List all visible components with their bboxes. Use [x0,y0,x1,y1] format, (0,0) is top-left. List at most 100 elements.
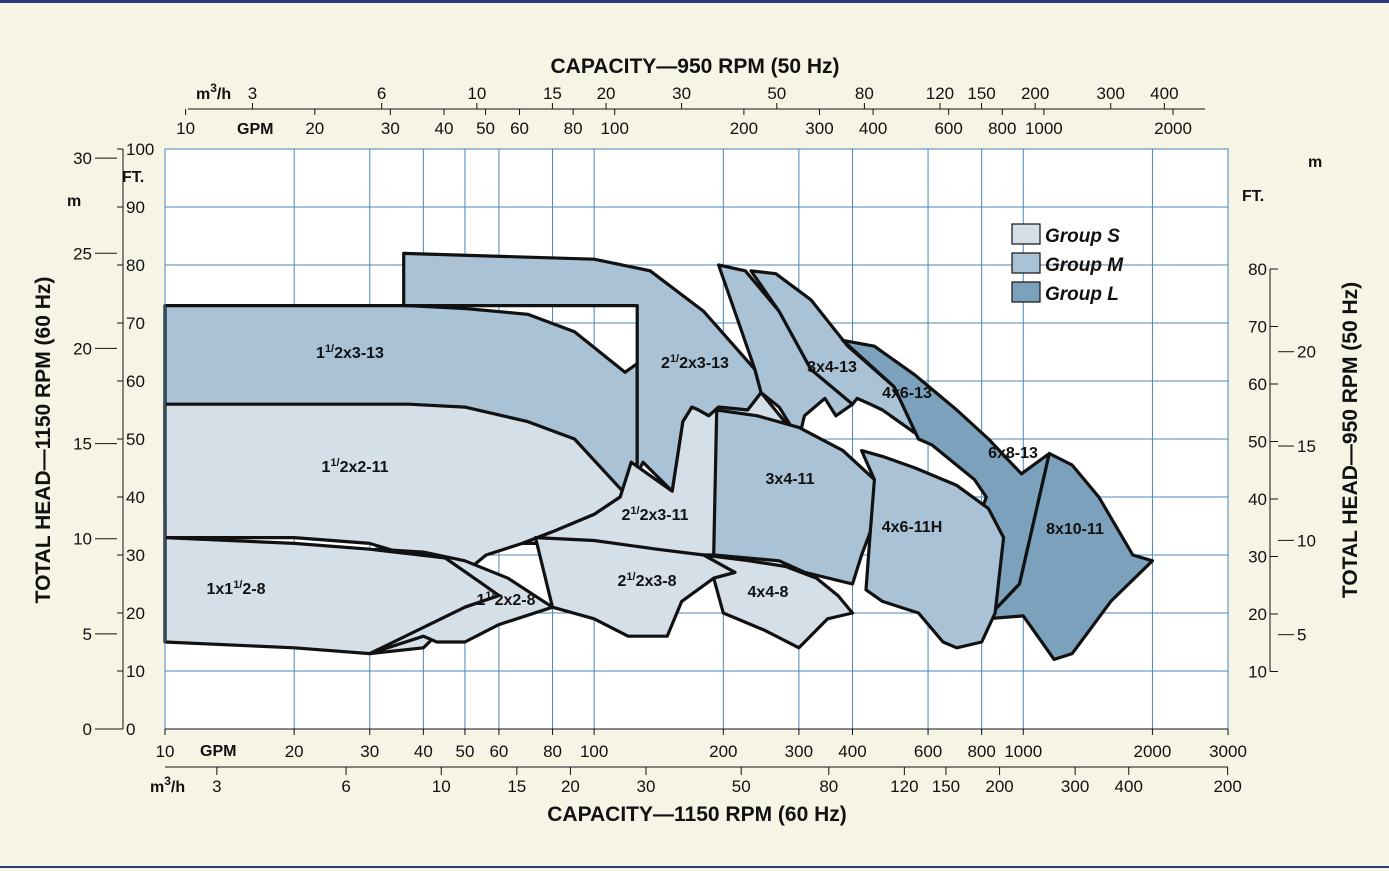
bottom-m3h-tick-label: 120 [890,777,918,796]
left-ft-tick-label: 100 [126,140,154,159]
bottom-gpm-tick-label: 30 [360,742,379,761]
legend-swatch [1011,281,1041,303]
top-m3h-tick-label: 80 [855,84,874,103]
top-m3h-tick-label: 6 [377,84,386,103]
right-ft-tick-label: 10 [1248,663,1267,682]
left-ft-unit: FT. [122,169,144,186]
top-m3h-tick-label: 30 [672,84,691,103]
left-m-unit: m [67,193,81,210]
region-label: 11/2x2-8 [476,590,535,609]
bottom-m3h-tick-label: 400 [1115,777,1143,796]
region-label: 4x4-8 [748,584,789,601]
bottom-m3h-unit: m3/h [150,774,185,796]
top-gpm-tick-label: 10 [176,119,195,138]
right-ft-tick-label: 60 [1248,375,1267,394]
top-gpm-unit: GPM [237,121,273,138]
top-gpm-tick-label: 100 [601,119,629,138]
bottom-gpm-tick-label: 40 [414,742,433,761]
right-m-tick-label: 10 [1297,531,1316,550]
right-m-tick-label: 15 [1297,437,1316,456]
region-label: 21/2x3-8 [617,571,676,590]
bottom-m3h-tick-label: 20 [561,777,580,796]
legend-label: Group L [1045,284,1119,305]
top-gpm-tick-label: 50 [476,119,495,138]
left-ft-tick-label: 30 [126,546,145,565]
left-ft-tick-label: 90 [126,198,145,217]
top-m3h-tick-label: 200 [1021,84,1049,103]
top-gpm-tick-label: 400 [859,119,887,138]
top-m3h-tick-label: 150 [967,84,995,103]
region-label: 4x6-11H [882,519,943,536]
bottom-gpm-tick-label: 60 [489,742,508,761]
left-m-tick-label: 10 [73,530,92,549]
right-ft-tick-label: 80 [1248,260,1267,279]
legend-swatch [1011,252,1041,274]
legend: Group S Group M Group L [1011,223,1124,305]
top-m3h-tick-label: 20 [597,84,616,103]
pump-regions: 11/2x3-13 21/2x3-13 3x4-13 4x6-13 6x8-13 8x10… [163,251,1154,661]
region-4x4-8 [702,553,855,650]
bottom-m3h-tick-label: 50 [732,777,751,796]
left-ft-tick-label: 10 [126,662,145,681]
right-m-tick-label: 5 [1297,626,1306,645]
bottom-gpm-tick-label: 800 [967,742,995,761]
bottom-m3h-tick-label: 30 [637,777,656,796]
region-4x6-11h [860,449,1006,650]
right-ft-tick-label: 40 [1248,490,1267,509]
left-m-tick-label: 0 [83,720,92,739]
top-m3h-tick-label: 10 [467,84,486,103]
left-axis-title: TOTAL HEAD—1150 RPM (60 Hz) [32,277,55,604]
left-m-tick-label: 25 [73,244,92,263]
bottom-gpm-tick-label: 300 [785,742,813,761]
top-gpm-tick-label: 200 [730,119,758,138]
top-m3h-tick-label: 3 [248,84,257,103]
bottom-gpm-tick-label: 50 [455,742,474,761]
region-label: 6x8-13 [988,445,1038,462]
bottom-rule [0,866,1389,868]
left-m-tick-label: 30 [73,149,92,168]
region-label: 11/2x2-11 [321,457,388,476]
right-ft-tick-label: 70 [1248,318,1267,337]
legend-label: Group M [1045,255,1124,276]
left-m-tick-label: 15 [73,435,92,454]
region-1-x2-8 [368,547,555,656]
region-label: 21/2x3-11 [621,505,688,524]
top-gpm-tick-label: 600 [934,119,962,138]
bottom-gpm-unit: GPM [200,743,236,760]
left-ft-tick-label: 80 [126,256,145,275]
region-label: 3x4-11 [766,471,815,488]
bottom-m3h-tick-label: 200 [1213,777,1241,796]
right-ft-unit: FT. [1242,188,1264,205]
bottom-gpm-tick-label: 3000 [1209,742,1247,761]
legend-label: Group S [1045,226,1120,247]
top-gpm-tick-label: 60 [510,119,529,138]
right-axis-title: TOTAL HEAD—950 RPM (50 Hz) [1339,282,1362,598]
bottom-gpm-tick-label: 80 [543,742,562,761]
left-ft-tick-label: 70 [126,314,145,333]
top-m3h-tick-label: 300 [1097,84,1125,103]
top-m3h-tick-label: 50 [767,84,786,103]
region-label: 8x10-11 [1046,521,1104,538]
top-gpm-tick-label: 40 [435,119,454,138]
top-m3h-tick-label: 15 [543,84,562,103]
bottom-m3h-tick-label: 10 [432,777,451,796]
top-gpm-tick-label: 80 [564,119,583,138]
bottom-m3h-tick-label: 300 [1061,777,1089,796]
top-m3h-tick-label: 120 [926,84,954,103]
region-label: 21/2x3-13 [661,353,729,372]
axes: CAPACITY—950 RPM (50 Hz) CAPACITY—1150 R… [32,55,1362,826]
top-gpm-tick-label: 300 [805,119,833,138]
bottom-gpm-tick-label: 200 [709,742,737,761]
bottom-m3h-tick-label: 6 [341,777,350,796]
bottom-gpm-tick-label: 400 [838,742,866,761]
top-gpm-tick-label: 2000 [1154,119,1192,138]
region-label: 3x4-13 [807,359,857,376]
region-label: 11/2x3-13 [316,343,384,362]
bottom-gpm-tick-label: 1000 [1004,742,1042,761]
bottom-gpm-tick-label: 2000 [1134,742,1172,761]
top-gpm-tick-label: 30 [381,119,400,138]
right-ft-tick-label: 20 [1248,605,1267,624]
bottom-gpm-tick-label: 10 [156,742,175,761]
region-label: 1x11/2-8 [206,579,265,598]
bottom-m3h-tick-label: 200 [985,777,1013,796]
